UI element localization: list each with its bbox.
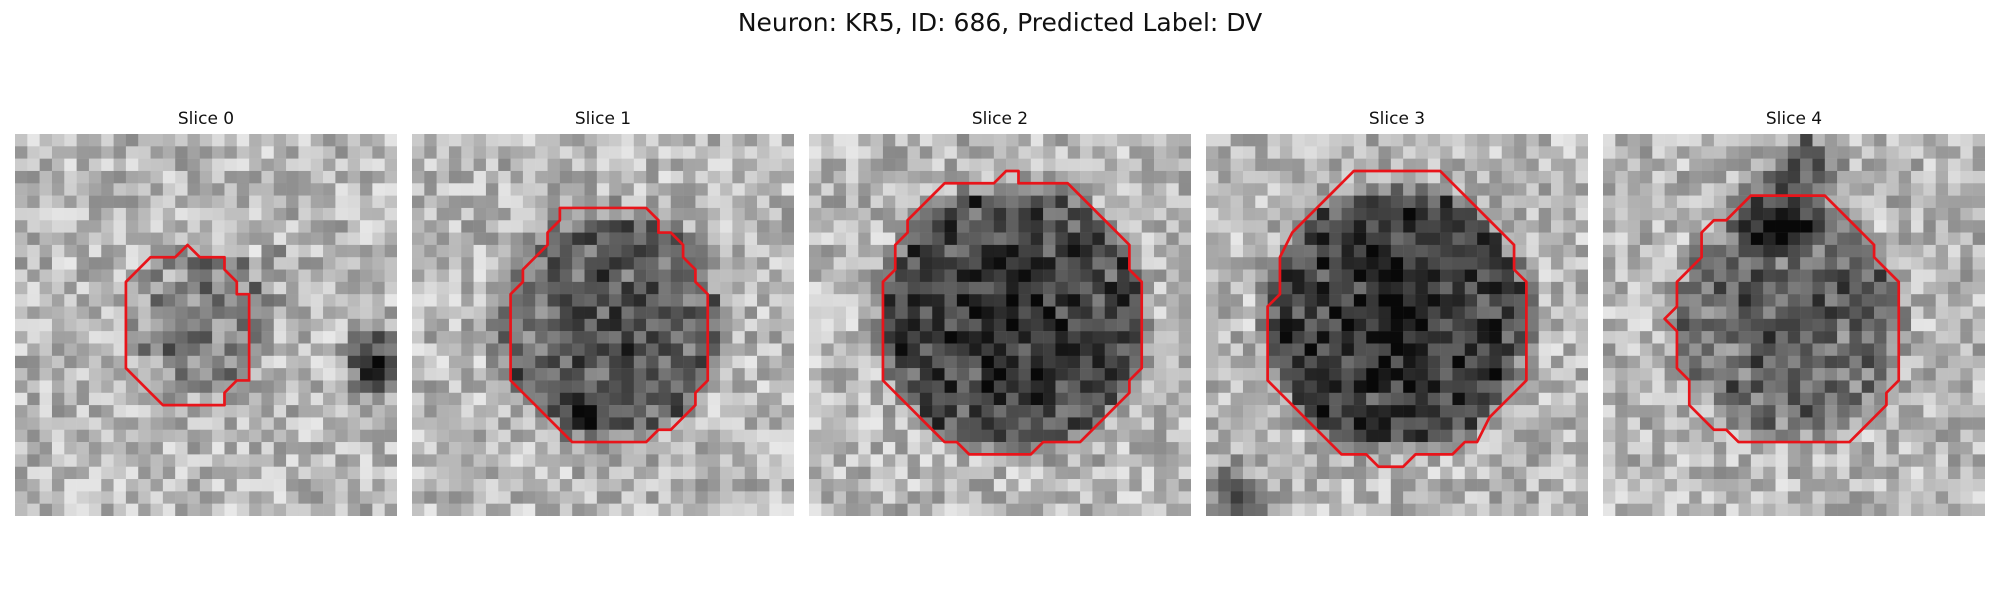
slice-image <box>15 134 397 516</box>
slice-title: Slice 3 <box>1368 109 1426 129</box>
slice-panel-2: Slice 2 <box>809 108 1191 516</box>
roi-contour <box>881 169 1144 456</box>
roi-contour <box>124 243 251 407</box>
roi-contour <box>1663 194 1901 444</box>
figure-title: Neuron: KR5, ID: 686, Predicted Label: D… <box>737 8 1263 37</box>
slice-image <box>1206 134 1588 516</box>
slice-panel-1: Slice 1 <box>412 108 794 516</box>
slice-panel-4: Slice 4 <box>1603 108 1985 516</box>
roi-contour <box>509 206 710 444</box>
slice-image <box>412 134 794 516</box>
slice-image <box>809 134 1191 516</box>
roi-contour <box>1266 169 1528 469</box>
slice-image <box>1603 134 1985 516</box>
slice-panel-3: Slice 3 <box>1206 108 1588 516</box>
slice-panel-0: Slice 0 <box>15 108 397 516</box>
slice-title: Slice 1 <box>574 109 632 129</box>
slice-title: Slice 2 <box>971 109 1029 129</box>
slice-title: Slice 4 <box>1765 109 1823 129</box>
slice-title: Slice 0 <box>177 109 235 129</box>
